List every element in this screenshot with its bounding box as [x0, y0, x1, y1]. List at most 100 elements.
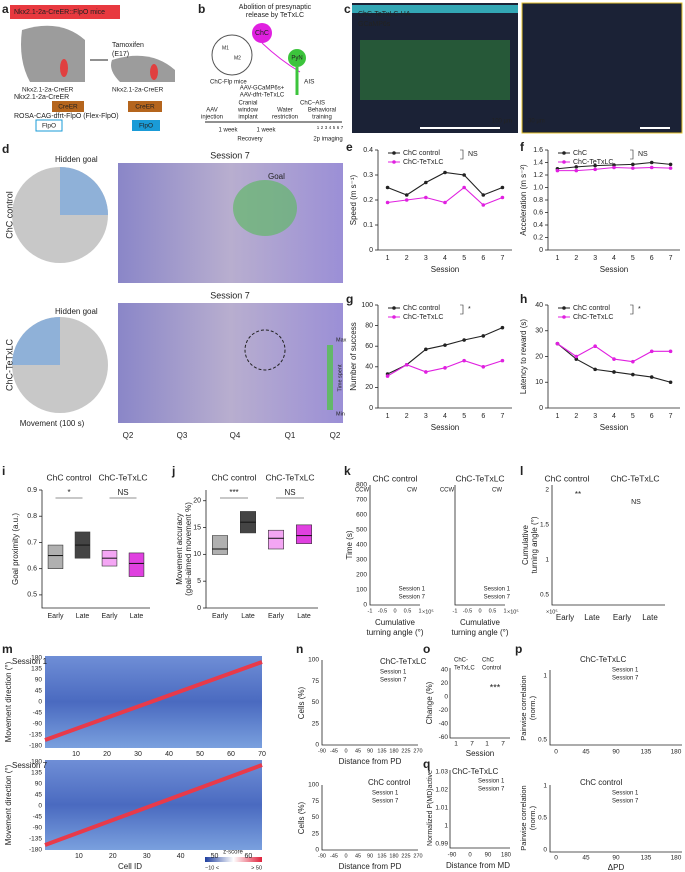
x-tick-label: 3	[424, 413, 428, 420]
y-tick-label: 100	[361, 302, 373, 309]
label: Q3	[177, 431, 188, 440]
z-colorbar	[205, 857, 262, 862]
label: M2	[234, 55, 241, 61]
x-tick-label: 4	[443, 255, 447, 262]
point	[574, 357, 579, 361]
label: 300	[356, 557, 367, 564]
label: 135	[377, 748, 386, 754]
label: 30	[143, 853, 151, 860]
x-tick-label: Late	[241, 613, 255, 620]
label: -60	[439, 734, 449, 741]
x-tick-label: 3	[424, 255, 428, 262]
annotation: NS	[468, 151, 478, 158]
label: ChC control	[368, 778, 410, 787]
label: 20	[109, 853, 117, 860]
label: window	[237, 108, 259, 114]
legend-marker	[392, 160, 396, 164]
label: 1	[543, 783, 547, 790]
label: ChC	[255, 30, 269, 37]
label: Behavioral	[308, 108, 336, 114]
x-tick-label: Early	[102, 613, 118, 620]
label: Hidden goal	[55, 307, 98, 316]
label: Session 1	[484, 587, 511, 593]
axis	[321, 660, 418, 851]
gene-box	[35, 119, 63, 132]
point	[443, 200, 447, 205]
label: Cumulative	[521, 524, 530, 565]
label: 1 week	[218, 128, 238, 134]
label: 10	[72, 751, 80, 758]
label: 90	[612, 855, 620, 862]
x-tick-label: 7	[669, 413, 673, 420]
label: 0.99	[435, 841, 448, 848]
label: 75	[312, 798, 320, 805]
legend-label: ChC control	[573, 305, 610, 312]
label: -40	[439, 721, 449, 728]
point	[500, 185, 505, 190]
y-tick-label: 60	[365, 343, 373, 350]
label: 20	[103, 751, 111, 758]
point	[462, 338, 466, 342]
x-tick-label: 2	[574, 255, 578, 262]
label: 0	[543, 847, 547, 854]
label: Min	[336, 411, 345, 417]
x-axis-label: Session	[431, 265, 459, 274]
x-tick-label: 7	[500, 255, 504, 262]
point	[593, 167, 597, 172]
label: 0	[554, 749, 558, 756]
goal-quadrant	[12, 317, 60, 365]
y-tick-label: 0	[539, 247, 543, 254]
x-tick-label: 1	[386, 413, 390, 420]
label: 0.5	[538, 815, 547, 822]
label: 75	[312, 678, 320, 685]
label: Control	[482, 666, 501, 672]
legend-marker	[562, 315, 566, 319]
label: Hidden goal	[55, 155, 98, 164]
point	[649, 375, 654, 379]
label: -1	[368, 608, 373, 614]
label: 45	[35, 688, 43, 695]
label: AAV-dfrt-TeTxLC	[240, 93, 285, 99]
label: Movement direction (°)	[4, 661, 13, 742]
hotspot	[233, 180, 297, 236]
legend-marker	[562, 306, 566, 310]
y-axis-label: Movement accuracy	[175, 513, 184, 585]
y-tick-label: 0.6	[27, 566, 37, 573]
point	[555, 341, 560, 346]
panel-letter: h	[520, 292, 527, 306]
label: 1.02	[435, 787, 448, 794]
label: 0	[315, 742, 319, 749]
y-axis-label: Speed (m s⁻¹)	[349, 174, 358, 225]
label: 0	[554, 855, 558, 862]
label: 90	[485, 853, 492, 859]
series-line	[387, 171, 503, 196]
legend-marker	[562, 151, 566, 155]
y-tick-label: 20	[365, 384, 373, 391]
label: Cumulative	[375, 618, 416, 627]
label: 50	[312, 814, 320, 821]
mge	[150, 64, 158, 80]
x-tick-label: 1	[386, 255, 390, 262]
point	[462, 185, 466, 190]
label: 90	[367, 853, 373, 859]
point	[404, 362, 409, 367]
panel-letter: q	[423, 757, 430, 771]
label: ChC–AIS	[300, 101, 325, 107]
label: 60	[227, 751, 235, 758]
label: 50	[312, 699, 320, 706]
label: 270	[413, 853, 422, 859]
label: 0	[38, 803, 42, 810]
label: Time (s)	[345, 530, 354, 559]
point	[668, 166, 673, 170]
label: AAV-GCaMP6s+	[240, 86, 285, 92]
label: 135	[377, 853, 386, 859]
point	[385, 374, 390, 378]
label: Movement direction (°)	[4, 764, 13, 845]
x-tick-label: 2	[405, 413, 409, 420]
x-axis-label: Session	[431, 423, 459, 432]
label: CW	[407, 488, 417, 494]
group-title: ChC-TeTxLC	[98, 472, 147, 482]
x-tick-label: 2	[405, 255, 409, 262]
annotation: NS	[284, 488, 295, 497]
legend-label: ChC-TeTxLC	[403, 314, 443, 321]
